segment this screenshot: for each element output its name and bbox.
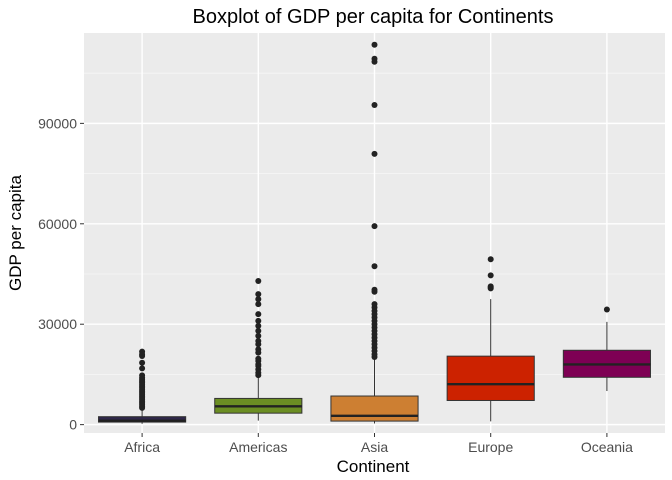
box-group-oceania	[562, 306, 651, 392]
outlier-point	[139, 348, 146, 355]
outlier-point	[255, 322, 262, 329]
y-axis-title: GDP per capita	[6, 175, 25, 291]
box-group-americas	[214, 278, 303, 421]
outlier-point	[255, 332, 262, 339]
outlier-point	[371, 101, 378, 108]
outlier-point	[255, 355, 262, 362]
y-tick-label: 30000	[38, 316, 77, 332]
outlier-point	[603, 306, 610, 313]
outlier-point	[487, 256, 494, 263]
x-tick-label: Oceania	[581, 439, 633, 455]
outlier-point	[255, 337, 262, 344]
outlier-point	[487, 283, 494, 290]
outlier-point	[371, 286, 378, 293]
x-tick-label: Africa	[124, 439, 160, 455]
x-tick-label: Americas	[229, 439, 287, 455]
outlier-point	[139, 365, 146, 372]
outlier-point	[255, 311, 262, 318]
box	[98, 416, 187, 423]
outlier-point	[255, 278, 262, 285]
chart-title: Boxplot of GDP per capita for Continents	[193, 6, 554, 28]
box-series	[98, 41, 651, 424]
outlier-point	[139, 359, 146, 366]
outlier-point	[255, 317, 262, 324]
y-tick-label: 0	[69, 417, 77, 433]
outlier-point	[487, 272, 494, 279]
outlier-point	[371, 301, 378, 308]
outlier-point	[255, 346, 262, 353]
outlier-point	[255, 301, 262, 308]
outlier-point	[371, 55, 378, 62]
y-axis: 0 30000 60000 90000	[38, 115, 84, 433]
outlier-point	[371, 263, 378, 270]
x-axis-title: Continent	[337, 457, 410, 476]
y-tick-label: 60000	[38, 216, 77, 232]
x-axis: Africa Americas Asia Europe Oceania	[124, 433, 633, 455]
box	[446, 355, 535, 401]
x-tick-label: Asia	[361, 439, 388, 455]
box	[330, 395, 419, 422]
outlier-point	[255, 327, 262, 334]
box-group-asia	[330, 41, 419, 424]
box-group-europe	[446, 256, 535, 422]
outlier-point	[255, 291, 262, 298]
outlier-point	[371, 41, 378, 48]
outlier-point	[371, 150, 378, 157]
outlier-point	[371, 223, 378, 230]
outlier-point	[139, 372, 146, 379]
y-tick-label: 90000	[38, 115, 77, 131]
outlier-point	[255, 296, 262, 303]
box-group-africa	[98, 348, 187, 424]
x-tick-label: Europe	[468, 439, 513, 455]
